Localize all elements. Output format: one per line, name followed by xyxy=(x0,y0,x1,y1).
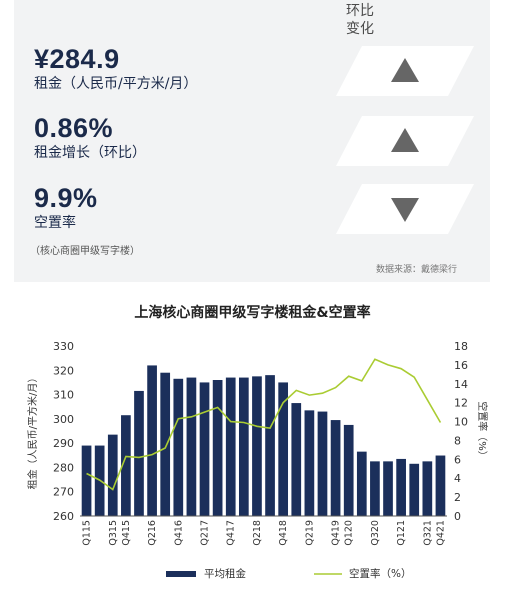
bar-q116 xyxy=(134,390,144,516)
chart-area: 上海核心商圈甲级写字楼租金&空置率 260 270 280 290 300 310 320 3… xyxy=(0,282,505,590)
y2-tick-label: 2 xyxy=(454,491,461,504)
y2-axis-title: 空置率（%） xyxy=(476,401,489,461)
metric-rent-growth-label: 租金增长（环比） xyxy=(34,145,146,161)
metric-rent-growth: 0.86% 租金增长（环比） xyxy=(34,113,146,162)
bar-q317 xyxy=(212,380,223,516)
x-tick-label: Q419 xyxy=(331,520,342,546)
bar-q115 xyxy=(81,445,92,516)
combo-chart: 260 270 280 290 300 310 320 330 0 2 4 6 8 10 12 14 16 18 Q… xyxy=(26,340,489,580)
change-header-line1: 环比 xyxy=(346,3,374,19)
bar-q217 xyxy=(199,382,210,516)
bar-q119 xyxy=(291,403,302,516)
y2-tick-label: 4 xyxy=(454,472,461,485)
x-tick-label: Q216 xyxy=(147,520,158,546)
y2-tick-label: 14 xyxy=(454,378,468,391)
legend-line-label: 空置率（%） xyxy=(349,567,411,580)
x-tick-label: Q315 xyxy=(108,520,119,546)
bar-q220 xyxy=(356,451,367,516)
bar-q421 xyxy=(435,455,446,516)
bar-q318 xyxy=(265,375,275,516)
y-tick-label: 320 xyxy=(53,364,74,377)
y-tick-label: 330 xyxy=(53,340,74,353)
x-tick-label: Q218 xyxy=(252,520,263,546)
metric-vacancy-label: 空置率 xyxy=(34,215,76,231)
y-tick-label: 260 xyxy=(53,510,74,523)
x-tick-label: Q415 xyxy=(121,520,132,546)
y-tick-label: 310 xyxy=(53,389,74,402)
rent-growth-change-box xyxy=(336,116,474,166)
y-tick-label: 300 xyxy=(53,413,74,426)
up-arrow-icon xyxy=(391,128,419,152)
bar-q216 xyxy=(147,365,157,516)
vacancy-change-box xyxy=(336,184,474,234)
bar-q321 xyxy=(422,461,433,516)
metric-rent-label: 租金（人民币/平方米/月） xyxy=(34,76,198,92)
bar-q419 xyxy=(330,420,341,516)
x-tick-label: Q418 xyxy=(278,520,289,546)
bar-q415 xyxy=(121,415,131,516)
y-tick-label: 290 xyxy=(53,437,74,450)
data-source: 数据来源：戴德梁行 xyxy=(375,265,457,275)
y2-tick-label: 10 xyxy=(454,416,468,429)
x-tick-label: Q115 xyxy=(82,520,93,546)
metric-rent-growth-value: 0.86% xyxy=(34,113,114,143)
bar-q118 xyxy=(238,377,249,516)
x-tick-label: Q121 xyxy=(396,520,407,546)
y2-tick-label: 12 xyxy=(454,397,468,410)
y2-tick-label: 6 xyxy=(454,453,461,466)
bar-q316 xyxy=(160,372,171,516)
x-tick-label: Q217 xyxy=(200,520,211,546)
bar-q219 xyxy=(304,410,315,516)
bar-q121 xyxy=(396,458,406,516)
bar-q417 xyxy=(225,377,236,516)
change-header: 环比 变化 xyxy=(330,2,390,38)
metric-vacancy: 9.9% 空置率 xyxy=(34,183,98,232)
x-tick-label: Q120 xyxy=(344,520,355,546)
x-tick-label: Q416 xyxy=(173,520,184,546)
change-header-line2: 变化 xyxy=(346,21,374,37)
x-tick-label: Q421 xyxy=(435,520,446,546)
bar-q416 xyxy=(173,378,184,516)
up-arrow-icon xyxy=(391,58,419,82)
bar-q315 xyxy=(107,434,118,516)
y2-tick-label: 18 xyxy=(454,340,468,353)
down-arrow-icon xyxy=(391,198,419,222)
bar-q221 xyxy=(409,463,420,516)
y2-tick-label: 8 xyxy=(454,434,461,447)
rent-change-box xyxy=(336,46,474,96)
bar-q320 xyxy=(370,461,380,516)
bar-q218 xyxy=(252,376,262,516)
bar-q117 xyxy=(186,377,197,516)
x-tick-label: Q321 xyxy=(422,520,433,546)
scope-note: （核心商圈甲级写字楼） xyxy=(30,246,140,257)
y-tick-label: 270 xyxy=(53,486,74,499)
bar-q120 xyxy=(343,424,354,516)
x-tick-label: Q320 xyxy=(370,520,381,546)
y-axis-title: 租金（人民币/平方米/月） xyxy=(26,373,39,490)
bar-q420 xyxy=(383,461,393,516)
x-tick-label: Q219 xyxy=(304,520,315,546)
legend-bar-label: 平均租金 xyxy=(204,567,246,580)
metric-rent: ¥284.9 租金（人民币/平方米/月） xyxy=(34,44,197,93)
metric-rent-value: ¥284.9 xyxy=(34,44,120,74)
y2-tick-label: 16 xyxy=(454,359,468,372)
x-tick-label: Q417 xyxy=(226,520,237,546)
y-tick-label: 280 xyxy=(53,461,74,474)
chart-title: 上海核心商圈甲级写字楼租金&空置率 xyxy=(134,305,371,321)
bar-q418 xyxy=(278,382,289,516)
legend-bar-swatch xyxy=(166,571,196,577)
metric-vacancy-value: 9.9% xyxy=(34,183,98,213)
vacancy-line xyxy=(86,358,442,491)
y2-tick-label: 0 xyxy=(454,510,461,523)
bar-q319 xyxy=(317,411,328,516)
